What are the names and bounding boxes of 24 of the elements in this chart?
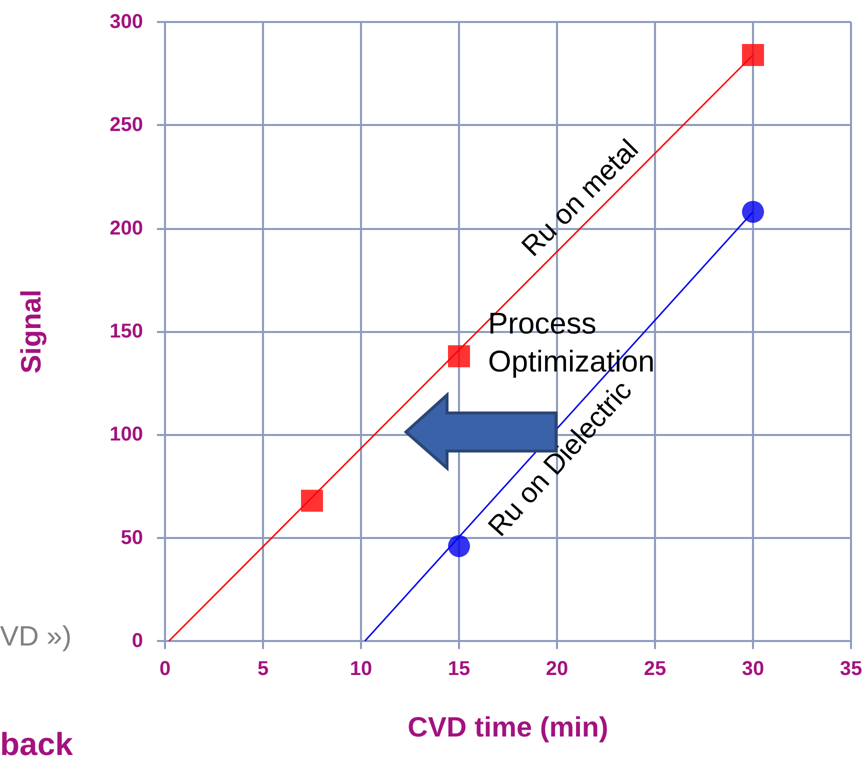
x-tick-label: 15 — [448, 658, 470, 680]
text: back — [0, 726, 74, 762]
y-tick-label: 300 — [110, 11, 143, 33]
y-tick-label: 150 — [110, 320, 143, 342]
point — [742, 200, 764, 223]
x-tick-label: 5 — [257, 658, 269, 680]
x-tick-label: 30 — [742, 658, 764, 680]
y-tick-label: 200 — [110, 217, 143, 240]
point — [742, 44, 764, 66]
x-tick-label: 10 — [350, 658, 372, 680]
y-tick-label: 100 — [110, 424, 143, 446]
y-tick-label: 250 — [110, 114, 143, 136]
point — [448, 535, 470, 558]
y-axis-title: Signal — [16, 289, 46, 374]
x-tick-label: 25 — [644, 658, 666, 680]
y-tick-label: 50 — [120, 526, 143, 549]
text: VD ») — [0, 620, 72, 652]
point — [448, 345, 470, 368]
x-tick-label: 35 — [840, 658, 862, 680]
point — [301, 490, 323, 512]
y-tick-label: 0 — [132, 630, 143, 652]
x-axis-title: CVD time (min) — [408, 712, 608, 742]
x-tick-label: 0 — [159, 658, 171, 680]
x-tick-label: 20 — [546, 658, 568, 680]
